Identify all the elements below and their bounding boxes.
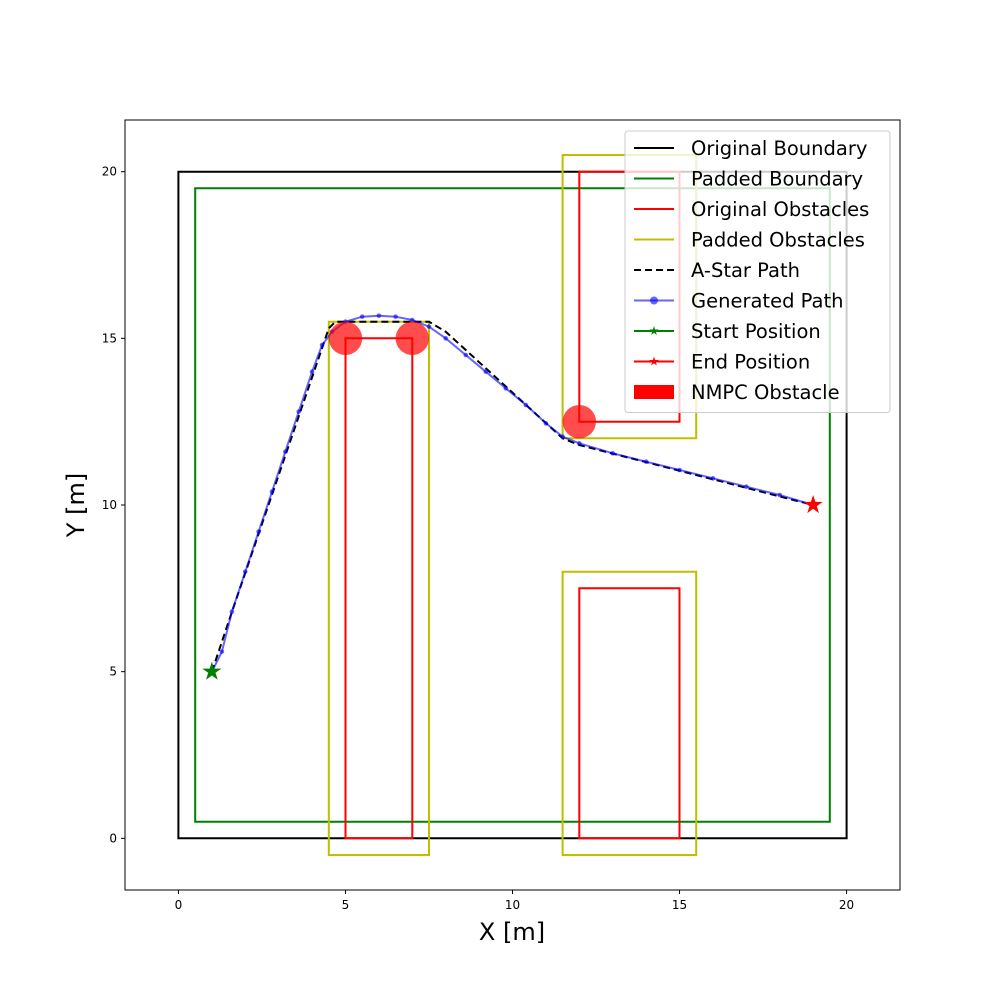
legend-original-boundary-label: Original Boundary [691, 137, 867, 160]
legend-generated-path-label: Generated Path [691, 290, 844, 313]
generated-path-point-31 [777, 492, 783, 498]
generated-path-point-21 [503, 386, 509, 391]
padded-obstacle-3 [561, 570, 698, 856]
generated-path-point-18 [443, 336, 448, 341]
end-position-marker [803, 495, 823, 514]
generated-path-point-7 [283, 449, 288, 454]
generated-path-point-19 [463, 352, 469, 358]
x-tick-label-3: 10 [505, 898, 520, 912]
generated-path-point-25 [577, 441, 582, 446]
legend-generated-path-marker [650, 296, 658, 305]
generated-path-point-29 [710, 476, 716, 481]
x-tick-label-2: 5 [342, 898, 350, 912]
generated-path-point-5 [256, 529, 261, 534]
legend-astar-path-label: A-Star Path [691, 259, 800, 282]
generated-path-point-4 [242, 569, 248, 574]
nmpc-obstacle-2 [395, 321, 429, 356]
legend-padded-obstacles-label: Padded Obstacles [691, 229, 865, 252]
start-position-marker [202, 661, 222, 680]
generated-path-point-13 [359, 314, 365, 319]
legend-original-obstacles-label: Original Obstacles [691, 198, 869, 221]
y-tick-label-4: 15 [102, 331, 117, 345]
x-tick-label-5: 20 [839, 898, 854, 912]
generated-path-line [211, 314, 814, 673]
generated-path-point-3 [229, 609, 235, 614]
x-axis-label: X [m] [479, 918, 545, 946]
generated-path-point-17 [426, 324, 432, 329]
generated-path-point-27 [643, 459, 649, 464]
x-tick-label-1: 0 [175, 898, 183, 912]
y-axis-label: Y [m] [62, 473, 90, 538]
generated-path-point-8 [296, 409, 302, 414]
legend-box [624, 130, 891, 413]
generated-path-point-24 [560, 434, 565, 439]
generated-path-point-28 [677, 467, 682, 473]
nmpc-obstacle-3 [562, 405, 597, 439]
legend-nmpc-obstacle-swatch [634, 385, 674, 399]
axis-ticks: 0 5 10 15 20 0 5 10 15 20 [102, 165, 854, 912]
legend-padded-boundary-label: Padded Boundary [691, 168, 863, 191]
generated-path-point-23 [543, 421, 549, 426]
legend-nmpc-obstacle-label: NMPC Obstacle [691, 381, 840, 404]
y-tick-label-1: 0 [109, 831, 117, 845]
generated-path-point-16 [409, 317, 415, 323]
nmpc-obstacle-1 [328, 321, 363, 356]
generated-path-point-26 [610, 451, 616, 456]
x-tick-label-4: 15 [672, 898, 687, 912]
generated-path-point-22 [523, 402, 529, 408]
generated-path-point-20 [483, 369, 489, 374]
y-tick-label-3: 10 [102, 498, 117, 512]
legend: Original Boundary Padded Boundary Original… [624, 130, 891, 413]
generated-path-point-15 [393, 314, 398, 319]
y-tick-label-5: 20 [102, 165, 117, 179]
original-obstacle-3 [578, 587, 681, 840]
legend-end-position-label: End Position [691, 351, 810, 374]
generated-path-point-6 [269, 489, 275, 494]
generated-path-point-30 [744, 484, 749, 489]
generated-path-point-14 [376, 313, 382, 318]
y-tick-label-2: 5 [109, 665, 117, 679]
legend-start-position-label: Start Position [691, 320, 821, 343]
generated-path-point-10 [319, 342, 325, 348]
generated-path-point-2 [219, 649, 225, 654]
legend-start-position-marker [649, 326, 659, 335]
generated-path-point-9 [309, 369, 315, 374]
legend-end-position-marker [649, 356, 659, 366]
